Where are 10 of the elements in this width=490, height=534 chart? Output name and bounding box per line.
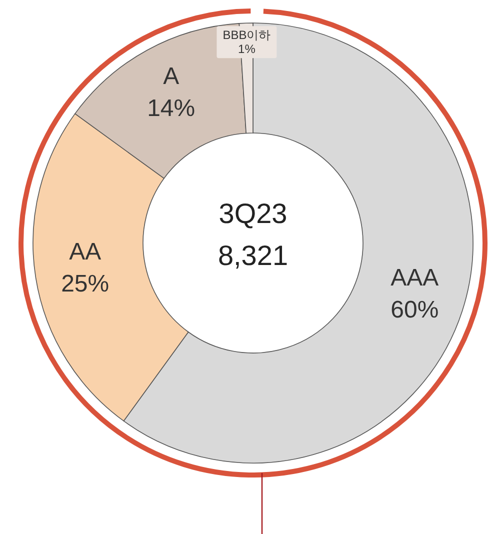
data-label: 14% xyxy=(147,95,196,122)
data-label: 60% xyxy=(390,296,439,324)
data-label: 25% xyxy=(61,270,110,298)
slice-label: AAA xyxy=(390,264,439,292)
slice-label: BBB이하 xyxy=(222,28,271,42)
slice-label: AA xyxy=(69,238,102,266)
text: 8,321 xyxy=(218,240,288,271)
text: 3Q23 xyxy=(218,198,288,229)
data-label: 1% xyxy=(238,42,256,56)
slice-label: A xyxy=(163,63,180,90)
